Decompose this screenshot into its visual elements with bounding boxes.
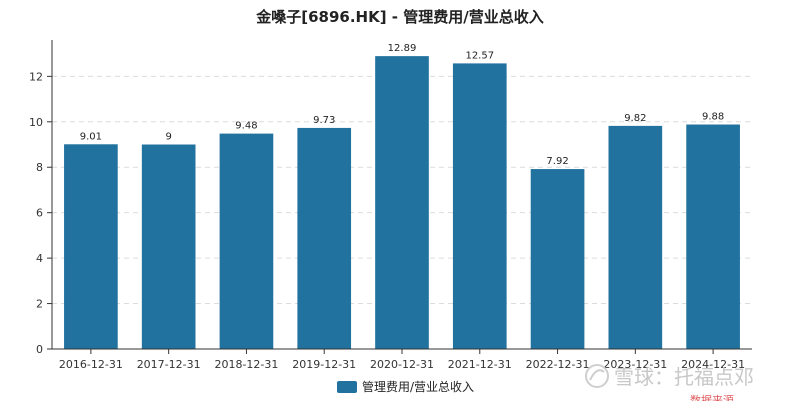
- bar[interactable]: [608, 125, 663, 350]
- bar[interactable]: [375, 56, 429, 349]
- legend-label: 管理费用/营业总收入: [362, 379, 474, 394]
- legend[interactable]: 管理费用/营业总收入: [337, 379, 474, 394]
- bars: [64, 56, 740, 350]
- data-label: 9.48: [235, 121, 257, 132]
- data-labels: 9.01 9 9.48 9.73 12.89 12.57 7.92 9.82 9.88: [80, 43, 724, 167]
- bar[interactable]: [452, 63, 507, 349]
- data-label: 12.89: [388, 43, 417, 54]
- y-tick-label: 4: [36, 252, 43, 265]
- bar[interactable]: [219, 133, 274, 349]
- snowball-logo-icon: [585, 364, 609, 388]
- chart-title: 金嗓子[6896.HK] - 管理费用/营业总收入: [255, 8, 543, 26]
- data-label: 12.57: [465, 50, 494, 61]
- x-tick-label: 2021-12-31: [448, 358, 512, 371]
- x-tick-label: 2023-12-31: [603, 358, 667, 371]
- y-tick-label: 0: [36, 343, 43, 356]
- data-label: 9.73: [313, 115, 335, 126]
- data-label: 9: [165, 132, 171, 143]
- bar[interactable]: [530, 169, 585, 349]
- x-tick-label: 2016-12-31: [59, 358, 123, 371]
- y-tick-label: 6: [36, 207, 43, 220]
- x-tick-label: 2019-12-31: [292, 358, 356, 371]
- bar[interactable]: [64, 144, 118, 349]
- legend-swatch: [337, 381, 357, 393]
- x-tick-label: 2024-12-31: [681, 358, 745, 371]
- y-tick-label: 12: [29, 70, 43, 83]
- data-label: 9.82: [624, 113, 646, 124]
- data-label: 9.01: [80, 131, 102, 142]
- x-tick-label: 2017-12-31: [137, 358, 201, 371]
- data-label: 7.92: [546, 156, 568, 167]
- axes: 0 2 4 6 8 10 12 2016-12-31 2017-12-31 2018-12-31 2…: [29, 40, 752, 371]
- y-tick-label: 8: [36, 161, 43, 174]
- bar[interactable]: [686, 124, 740, 349]
- x-tick-label: 2018-12-31: [214, 358, 278, 371]
- x-tick-label: 2020-12-31: [370, 358, 434, 371]
- bar[interactable]: [141, 144, 196, 349]
- watermark-text: 雪球：托福点邓: [614, 365, 754, 389]
- x-tick-label: 2022-12-31: [526, 358, 590, 371]
- watermark-source: 数据来源: [690, 393, 734, 401]
- bar[interactable]: [297, 127, 352, 349]
- y-tick-label: 10: [29, 116, 43, 129]
- data-label: 9.88: [702, 112, 724, 123]
- y-tick-label: 2: [36, 298, 43, 311]
